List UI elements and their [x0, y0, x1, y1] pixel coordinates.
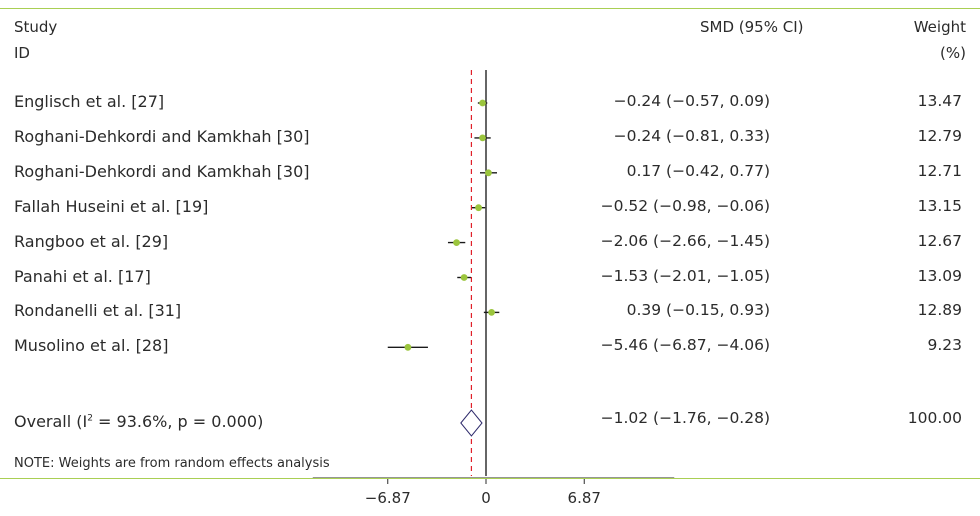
- study-weight: 12.67: [917, 231, 962, 250]
- study-ci-text: 0.17 (−0.42, 0.77): [626, 161, 770, 180]
- study-name: Fallah Huseini et al. [19]: [14, 196, 209, 216]
- overall-ci-text: −1.02 (−1.76, −0.28): [600, 409, 770, 427]
- study-point-marker: [485, 169, 492, 177]
- study-weight: 13.15: [917, 196, 962, 215]
- study-header: Study ID: [14, 14, 57, 66]
- top-rule: [0, 8, 980, 9]
- overall-label: Overall (I2 = 93.6%, p = 0.000): [14, 412, 263, 431]
- study-header-line1: Study: [14, 18, 58, 36]
- study-weight: 12.89: [917, 301, 962, 320]
- study-ci-text: −1.53 (−2.01, −1.05): [600, 266, 770, 285]
- overall-label-prefix: Overall (I: [14, 412, 88, 431]
- overall-label-superscript: 2: [87, 413, 93, 424]
- study-point-marker: [479, 134, 486, 142]
- bottom-rule: [0, 478, 980, 479]
- study-name: Englisch et al. [27]: [14, 92, 165, 111]
- study-weight: 12.71: [917, 161, 962, 180]
- x-axis-tick-label: −6.87: [365, 489, 411, 507]
- study-point-marker: [479, 99, 486, 107]
- study-ci-text: 0.39 (−0.15, 0.93): [626, 301, 770, 320]
- smd-header: SMD (95% CI): [700, 18, 804, 36]
- study-point-marker: [460, 274, 468, 281]
- study-ci-text: −0.24 (−0.81, 0.33): [613, 126, 770, 145]
- study-name: Rangboo et al. [29]: [14, 231, 169, 251]
- weight-header-line1: Weight: [913, 18, 966, 36]
- study-point-marker: [453, 239, 460, 247]
- study-name: Roghani-Dehkordi and Kamkhah [30]: [14, 161, 310, 181]
- overall-weight: 100.00: [907, 409, 962, 427]
- study-weight: 12.79: [917, 126, 962, 145]
- x-axis-tick-label: 0: [481, 489, 491, 507]
- study-name: Rondanelli et al. [31]: [14, 301, 182, 321]
- study-weight: 9.23: [927, 336, 962, 355]
- overall-label-suffix: = 93.6%, p = 0.000): [92, 412, 264, 431]
- study-ci-text: −5.46 (−6.87, −4.06): [600, 336, 770, 355]
- weight-header: Weight (%): [914, 14, 966, 66]
- study-ci-text: −0.52 (−0.98, −0.06): [600, 196, 770, 215]
- weight-header-line2: (%): [940, 44, 966, 62]
- study-name: Panahi et al. [17]: [14, 266, 151, 286]
- study-point-marker: [475, 204, 482, 212]
- study-ci-text: −2.06 (−2.66, −1.45): [600, 231, 770, 250]
- x-axis-tick-label: 6.87: [568, 489, 601, 507]
- study-name: Roghani-Dehkordi and Kamkhah [30]: [14, 126, 310, 146]
- study-ci-text: −0.24 (−0.57, 0.09): [613, 92, 770, 110]
- study-point-marker: [488, 309, 495, 316]
- study-weight: 13.09: [917, 266, 962, 285]
- study-header-line2: ID: [14, 44, 30, 62]
- overall-diamond: [460, 409, 483, 437]
- study-point-marker: [404, 343, 412, 351]
- study-name: Musolino et al. [28]: [14, 336, 169, 356]
- weights-note: NOTE: Weights are from random effects an…: [14, 456, 330, 471]
- study-weight: 13.47: [917, 92, 962, 110]
